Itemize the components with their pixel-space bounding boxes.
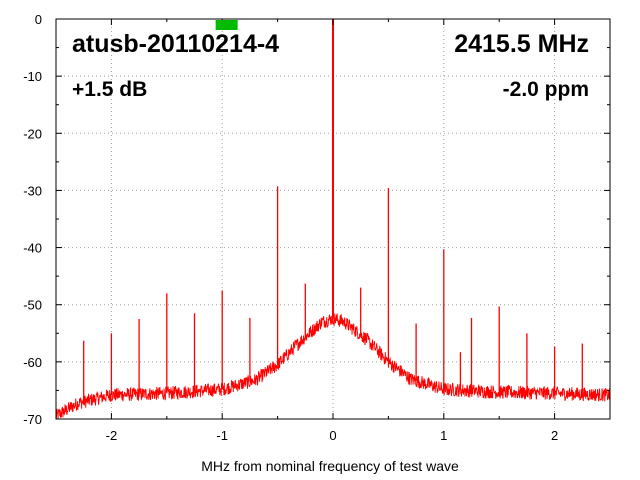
y-tick-label: 0 xyxy=(35,12,42,27)
x-tick-label: -1 xyxy=(216,428,228,443)
x-tick-label: 0 xyxy=(329,428,336,443)
x-axis-label: MHz from nominal frequency of test wave xyxy=(201,458,459,474)
frequency-label: 2415.5 MHz xyxy=(454,30,589,58)
y-tick-label: -40 xyxy=(23,241,42,256)
status-indicator xyxy=(215,20,238,30)
offset-label: -2.0 ppm xyxy=(503,78,589,101)
y-tick-label: -20 xyxy=(23,126,42,141)
gain-label: +1.5 dB xyxy=(72,78,147,101)
y-tick-label: -70 xyxy=(23,412,42,427)
y-tick-label: -30 xyxy=(23,183,42,198)
y-tick-label: -50 xyxy=(23,298,42,313)
device-label: atusb-20110214-4 xyxy=(72,30,279,58)
x-tick-label: -2 xyxy=(106,428,118,443)
spur-lines xyxy=(83,19,583,402)
x-tick-label: 1 xyxy=(440,428,447,443)
y-tick-label: -60 xyxy=(23,355,42,370)
x-tick-labels: -2 -1 0 1 2 xyxy=(106,428,559,443)
y-tick-labels: 0 -10 -20 -30 -40 -50 -60 -70 xyxy=(23,12,42,427)
axis-ticks xyxy=(55,18,611,420)
y-tick-label: -10 xyxy=(23,69,42,84)
x-tick-label: 2 xyxy=(551,428,558,443)
